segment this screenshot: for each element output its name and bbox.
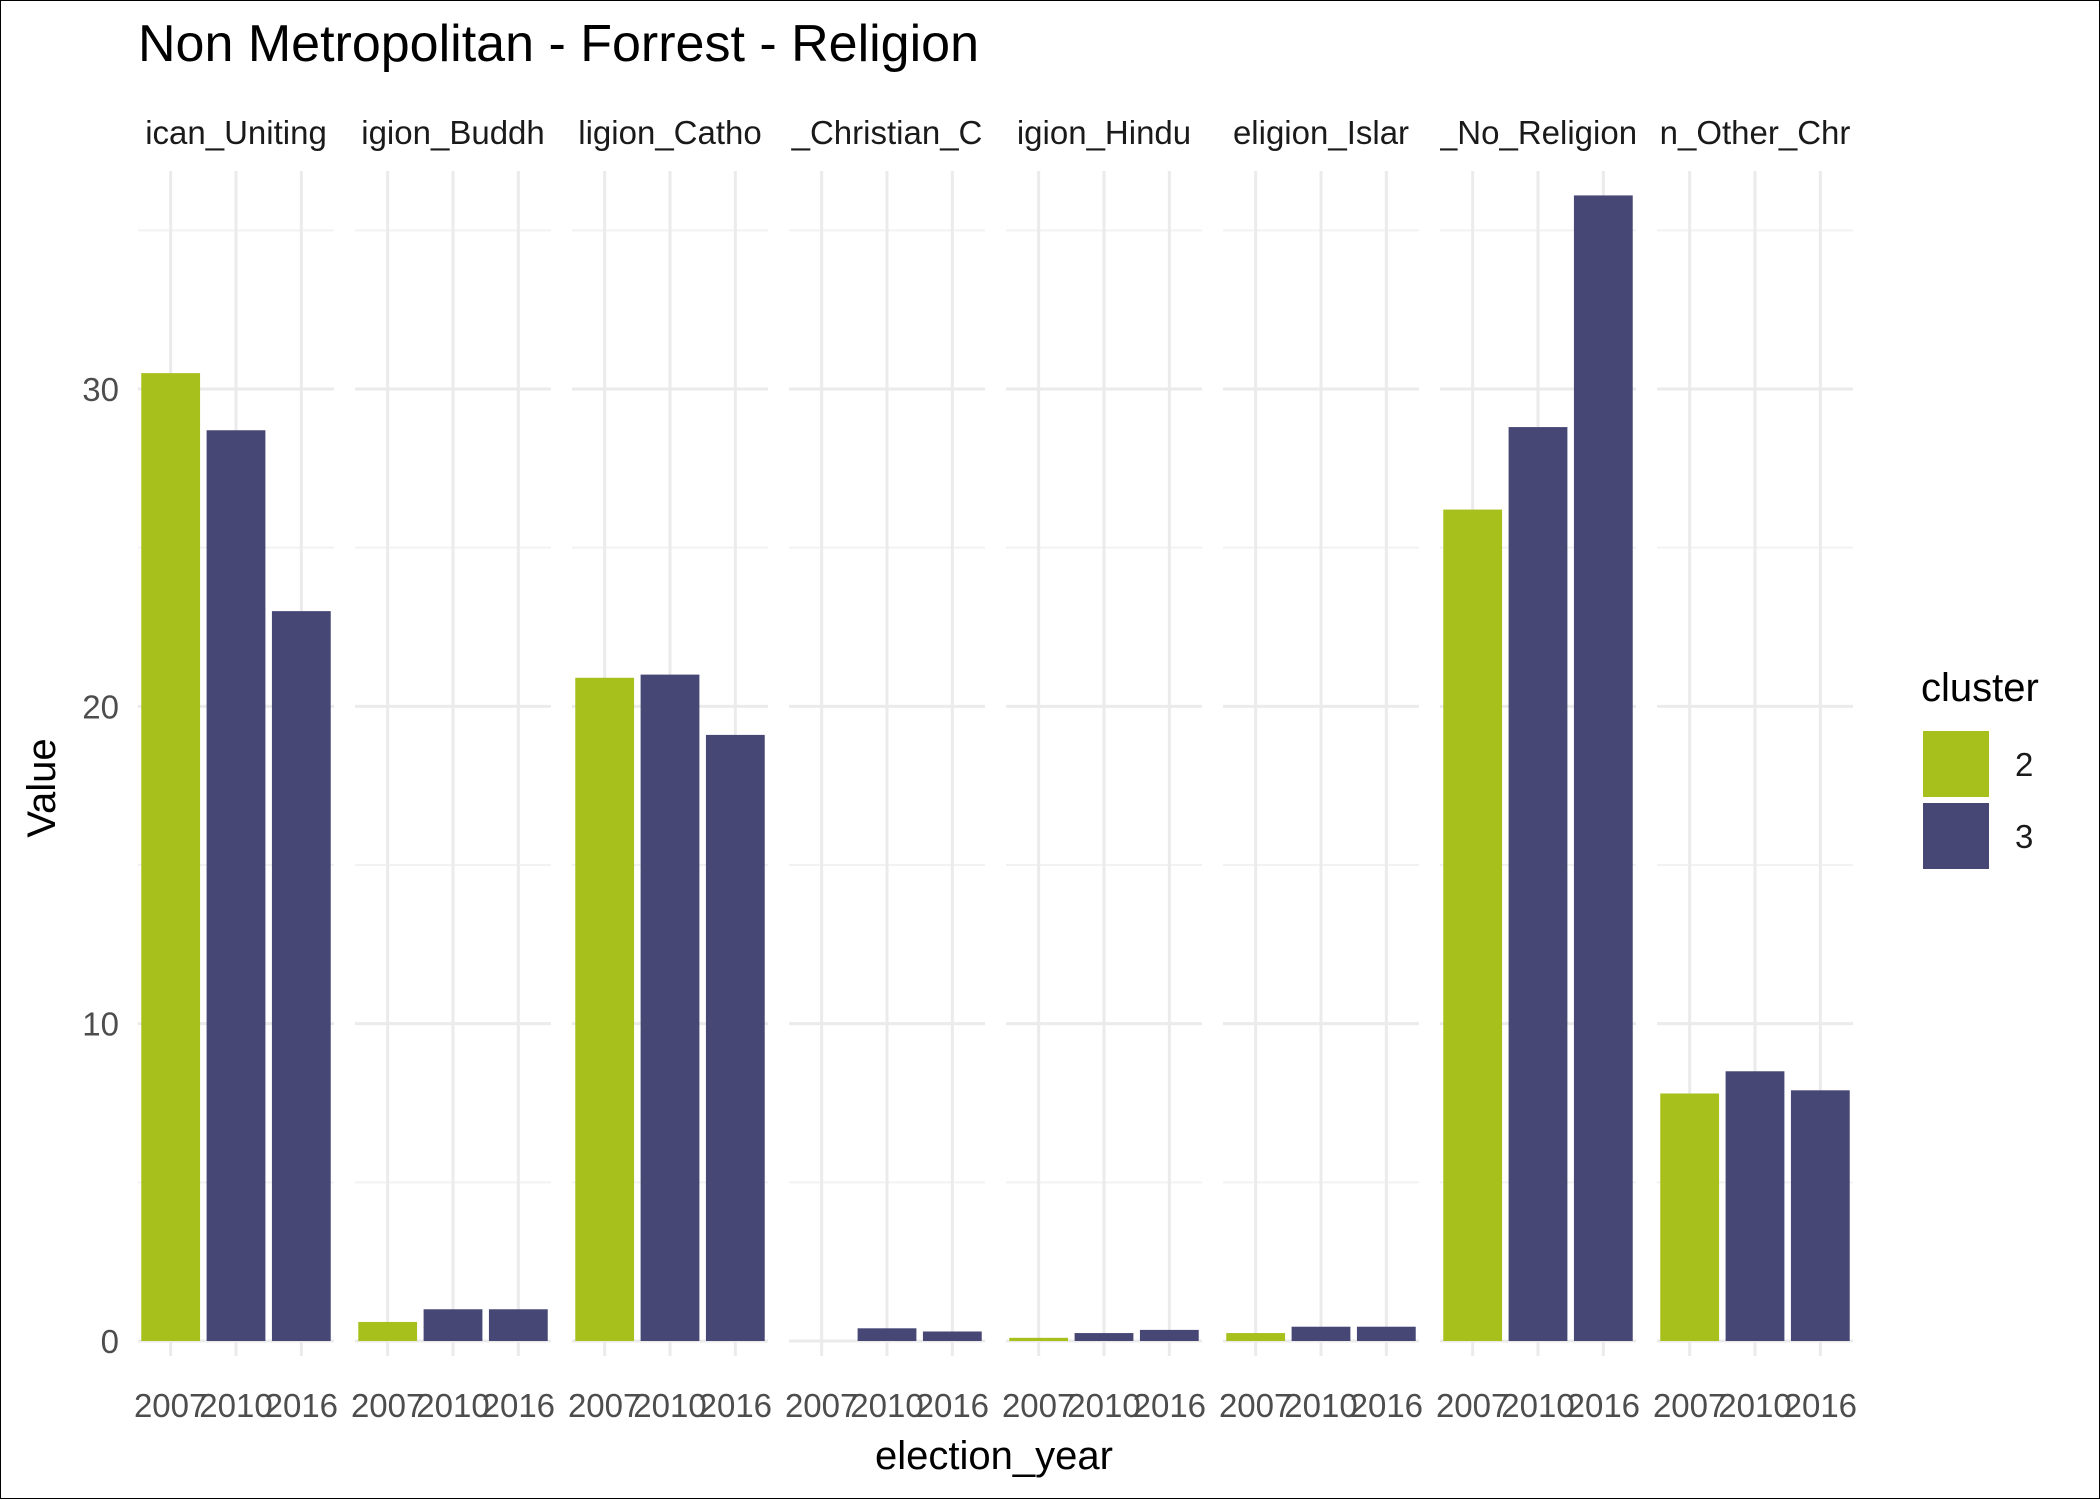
legend-label: 3 [2015,818,2033,855]
y-tick-label: 0 [101,1323,119,1360]
bar [271,611,331,1341]
x-tick-label: 2010 [850,1387,923,1424]
x-tick-label: 2010 [1501,1387,1574,1424]
facet-strip-label: igion_Buddh [361,114,545,151]
bar [640,674,700,1341]
x-tick-label: 2010 [633,1387,706,1424]
y-tick-label: 30 [82,371,119,408]
bar [1139,1329,1199,1341]
facet-strip-label: eligion_Islar [1233,114,1409,151]
x-tick-label: 2010 [1718,1387,1791,1424]
x-tick-label: 2016 [1350,1387,1423,1424]
y-axis-title: Value [20,738,64,837]
legend-key [1923,803,1989,869]
x-tick-label: 2016 [699,1387,772,1424]
x-tick-label: 2016 [1133,1387,1206,1424]
facet-strips: ican_Uniting igion_Buddh ligion_Catho _Chri… [145,114,1850,151]
y-tick-label: 20 [82,688,119,725]
x-tick-label: 2016 [916,1387,989,1424]
x-tick-label: 2010 [1284,1387,1357,1424]
x-tick-label: 2007 [1002,1387,1075,1424]
x-tick-label: 2010 [1067,1387,1140,1424]
bar [1356,1326,1416,1341]
x-tick-label: 2016 [265,1387,338,1424]
legend-title: cluster [1921,666,2039,710]
bar [705,734,765,1341]
x-axis-title: election_year [875,1434,1113,1478]
bar [423,1309,483,1341]
bar [358,1321,418,1341]
bar [857,1328,917,1341]
x-tick-label: 2016 [1567,1387,1640,1424]
x-tick-label: 2016 [1784,1387,1857,1424]
bar [1291,1326,1351,1341]
x-tick-label: 2016 [482,1387,555,1424]
legend: cluster 2 3 [1921,666,2039,869]
facet-strip-label: n_Other_Chr [1660,114,1851,151]
facet-strip-label: _No_Religion [1438,114,1637,151]
facet-strip-label: _Christian_C [791,114,983,151]
bar [575,677,635,1341]
legend-label: 2 [2015,746,2033,783]
y-tick-label: 10 [82,1006,119,1043]
x-tick-label: 2007 [785,1387,858,1424]
facet-strip-label: ican_Uniting [145,114,327,151]
bar [922,1331,982,1341]
x-tick-label: 2007 [351,1387,424,1424]
bar [1725,1071,1785,1341]
x-tick-label: 2007 [1219,1387,1292,1424]
x-tick-label: 2010 [416,1387,489,1424]
bar [141,373,201,1342]
bar [206,430,266,1342]
x-tick-label: 2007 [568,1387,641,1424]
x-tick-label: 2010 [199,1387,272,1424]
bar [488,1309,548,1341]
bar [1443,509,1503,1341]
facet-strip-label: igion_Hindu [1017,114,1191,151]
bar [1009,1337,1069,1341]
chart-title: Non Metropolitan - Forrest - Religion [138,15,979,73]
bar [1660,1093,1720,1341]
bar [1074,1333,1134,1341]
bar [1508,427,1568,1342]
x-tick-label: 2007 [1653,1387,1726,1424]
bars-layer [141,195,1850,1342]
x-tick-label: 2007 [1436,1387,1509,1424]
facet-strip-label: ligion_Catho [578,114,761,151]
bar [1790,1090,1850,1341]
bar [1573,195,1633,1342]
legend-key [1923,731,1989,797]
bar [1226,1333,1286,1341]
x-tick-label: 2007 [134,1387,207,1424]
